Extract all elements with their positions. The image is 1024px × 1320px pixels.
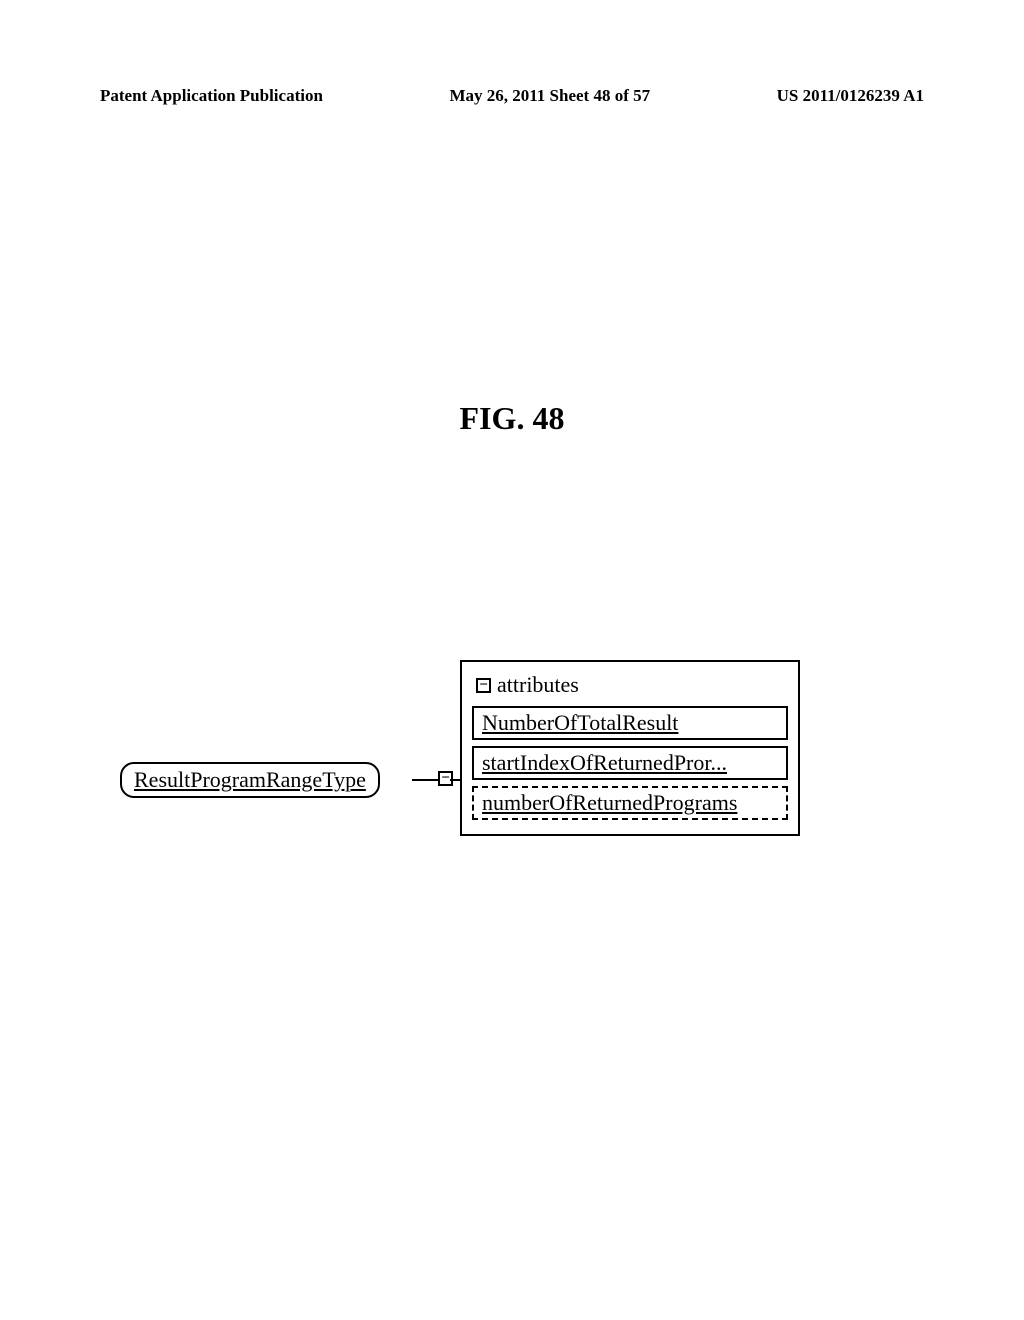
type-node: ResultProgramRangeType: [120, 762, 380, 798]
page-header: Patent Application Publication May 26, 2…: [100, 86, 924, 106]
attribute-row: NumberOfTotalResult: [472, 706, 788, 740]
attribute-label: startIndexOfReturnedPror...: [482, 750, 727, 775]
type-label: ResultProgramRangeType: [120, 762, 380, 798]
header-left: Patent Application Publication: [100, 86, 323, 106]
attribute-row-optional: numberOfReturnedPrograms: [472, 786, 788, 820]
attributes-label: attributes: [497, 672, 579, 698]
figure-title: FIG. 48: [0, 400, 1024, 437]
attributes-header: − attributes: [476, 672, 788, 698]
attribute-label: NumberOfTotalResult: [482, 710, 678, 735]
attribute-row: startIndexOfReturnedPror...: [472, 746, 788, 780]
attribute-label: numberOfReturnedPrograms: [482, 790, 737, 815]
attributes-container: − attributes NumberOfTotalResult startIn…: [460, 660, 800, 836]
header-right: US 2011/0126239 A1: [777, 86, 924, 106]
connector-line: [412, 779, 440, 781]
header-center: May 26, 2011 Sheet 48 of 57: [449, 86, 650, 106]
collapse-icon: −: [476, 678, 491, 693]
